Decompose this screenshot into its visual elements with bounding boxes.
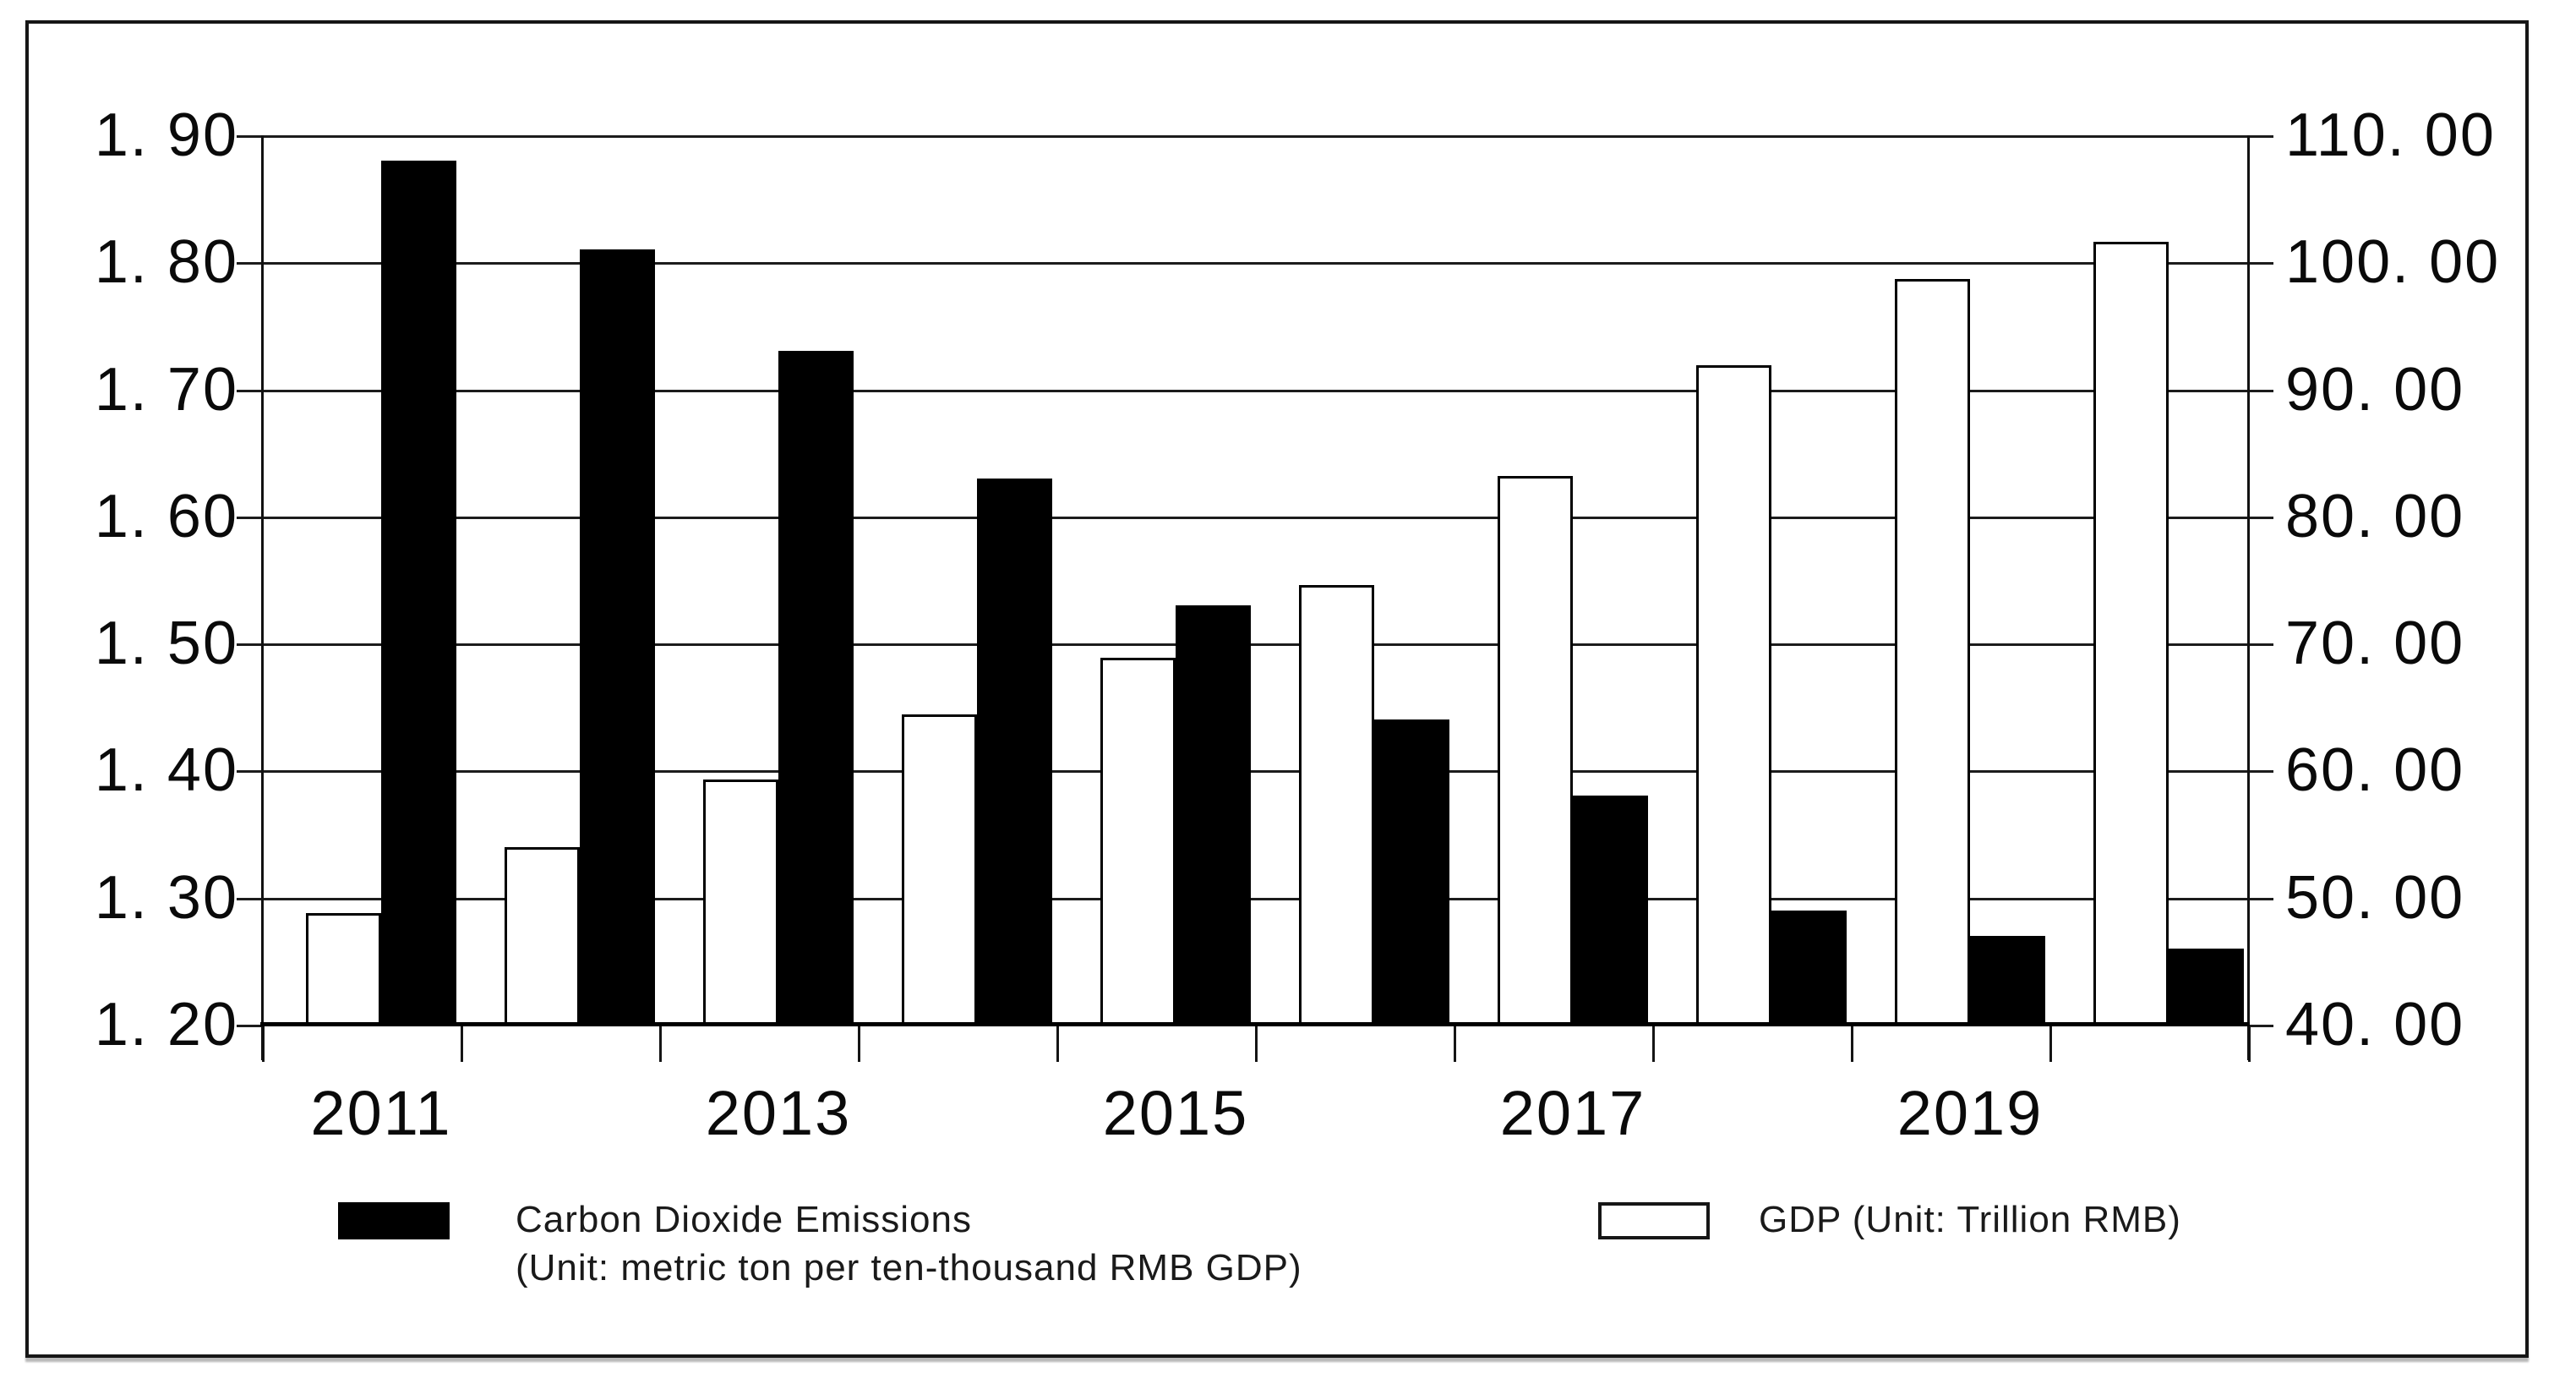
left-axis-tick (237, 517, 262, 519)
x-axis-label-2019: 2019 (1897, 1078, 2044, 1148)
x-axis-label-2013: 2013 (705, 1078, 852, 1148)
left-axis-tick (237, 135, 262, 138)
right-axis-tick (2248, 898, 2273, 900)
bar-gdp-2018 (1696, 365, 1771, 1025)
bar-co2-2015 (1176, 605, 1251, 1025)
bar-gdp-2019 (1895, 279, 1970, 1025)
gridline (262, 898, 2248, 900)
gdp-legend-label: GDP (Unit: Trillion RMB) (1759, 1199, 2181, 1240)
right-axis-tick (2248, 135, 2273, 138)
right-axis-tick-label: 60. 00 (2285, 736, 2465, 804)
bar-gdp-2016 (1299, 585, 1374, 1025)
right-axis-tick (2248, 770, 2273, 773)
bar-co2-2012 (580, 249, 655, 1025)
left-axis-line (261, 135, 264, 1060)
bar-gdp-2013 (703, 780, 778, 1025)
gdp-series-swatch (1598, 1202, 1710, 1239)
right-axis-tick-labels: 110. 00 100. 00 90. 00 80. 00 70. 00 60. 00 50… (2285, 105, 2573, 1055)
left-axis-tick (237, 262, 262, 265)
bar-gdp-2017 (1498, 476, 1573, 1025)
gridline (262, 390, 2248, 392)
gridline (262, 135, 2248, 138)
left-axis-tick (237, 770, 262, 773)
gridline (262, 770, 2248, 773)
left-axis-tick-label: 1. 40 (94, 736, 238, 804)
gridline (262, 643, 2248, 646)
right-axis-tick-label: 90. 00 (2285, 356, 2465, 424)
bar-co2-2018 (1771, 911, 1847, 1025)
x-axis-label-2017: 2017 (1499, 1078, 1646, 1148)
x-axis-tick (461, 1026, 463, 1062)
x-axis-tick (1056, 1026, 1059, 1062)
x-axis-label-2015: 2015 (1102, 1078, 1249, 1148)
co2-legend-unit: (Unit: metric ton per ten-thousand RMB G… (516, 1247, 1302, 1289)
x-axis-line (260, 1022, 2250, 1026)
left-axis-tick (237, 390, 262, 392)
left-axis-tick-labels: 1. 90 1. 80 1. 70 1. 60 1. 50 1. 40 1. 30 1. 20 (49, 105, 238, 1055)
left-axis-tick-label: 1. 20 (94, 991, 238, 1059)
x-axis-tick (2049, 1026, 2052, 1062)
legend-item-gdp: GDP (Unit: Trillion RMB) (1598, 1195, 2181, 1244)
left-axis-tick-label: 1. 60 (94, 483, 238, 550)
gridline (262, 262, 2248, 265)
right-axis-tick (2248, 262, 2273, 265)
bar-gdp-2014 (902, 714, 977, 1025)
bar-co2-2011 (381, 161, 456, 1025)
plot-area (237, 135, 2273, 1062)
right-axis-tick-label: 80. 00 (2285, 483, 2465, 550)
left-axis-tick (237, 898, 262, 900)
right-axis-line (2247, 135, 2250, 1060)
bar-gdp-2012 (505, 847, 580, 1025)
right-axis-tick-label: 110. 00 (2285, 101, 2496, 169)
x-axis-tick (1454, 1026, 1456, 1062)
bar-co2-2016 (1374, 719, 1449, 1025)
left-axis-tick (237, 643, 262, 646)
left-axis-tick (237, 1025, 262, 1027)
left-axis-tick-label: 1. 80 (94, 228, 238, 296)
gridline (262, 517, 2248, 519)
right-axis-tick (2248, 390, 2273, 392)
bar-co2-2013 (778, 351, 854, 1025)
bar-gdp-2015 (1100, 658, 1176, 1025)
bar-co2-2019 (1970, 936, 2045, 1025)
left-axis-tick-label: 1. 90 (94, 101, 238, 169)
bar-co2-2020 (2169, 949, 2244, 1025)
legend-item-co2: Carbon Dioxide Emissions (Unit: metric t… (338, 1195, 1302, 1292)
right-axis-tick (2248, 1025, 2273, 1027)
right-axis-tick-label: 100. 00 (2285, 228, 2501, 296)
x-axis-tick (659, 1026, 662, 1062)
right-axis-tick-label: 70. 00 (2285, 610, 2465, 677)
x-axis-tick (1255, 1026, 1258, 1062)
co2-series-swatch (338, 1202, 450, 1239)
left-axis-tick-label: 1. 70 (94, 356, 238, 424)
right-axis-tick (2248, 517, 2273, 519)
right-axis-tick-label: 40. 00 (2285, 991, 2465, 1059)
bar-co2-2017 (1573, 796, 1648, 1025)
x-axis-tick (858, 1026, 860, 1062)
right-axis-tick (2248, 643, 2273, 646)
x-axis-tick (1652, 1026, 1655, 1062)
x-axis-label-2011: 2011 (310, 1078, 452, 1148)
bar-gdp-2011 (306, 913, 381, 1025)
left-axis-tick-label: 1. 30 (94, 864, 238, 932)
bar-co2-2014 (977, 479, 1052, 1025)
bar-gdp-2020 (2093, 242, 2169, 1025)
left-axis-tick-label: 1. 50 (94, 610, 238, 677)
co2-legend-label: Carbon Dioxide Emissions (516, 1199, 972, 1240)
right-axis-tick-label: 50. 00 (2285, 864, 2465, 932)
x-axis-tick (1851, 1026, 1853, 1062)
